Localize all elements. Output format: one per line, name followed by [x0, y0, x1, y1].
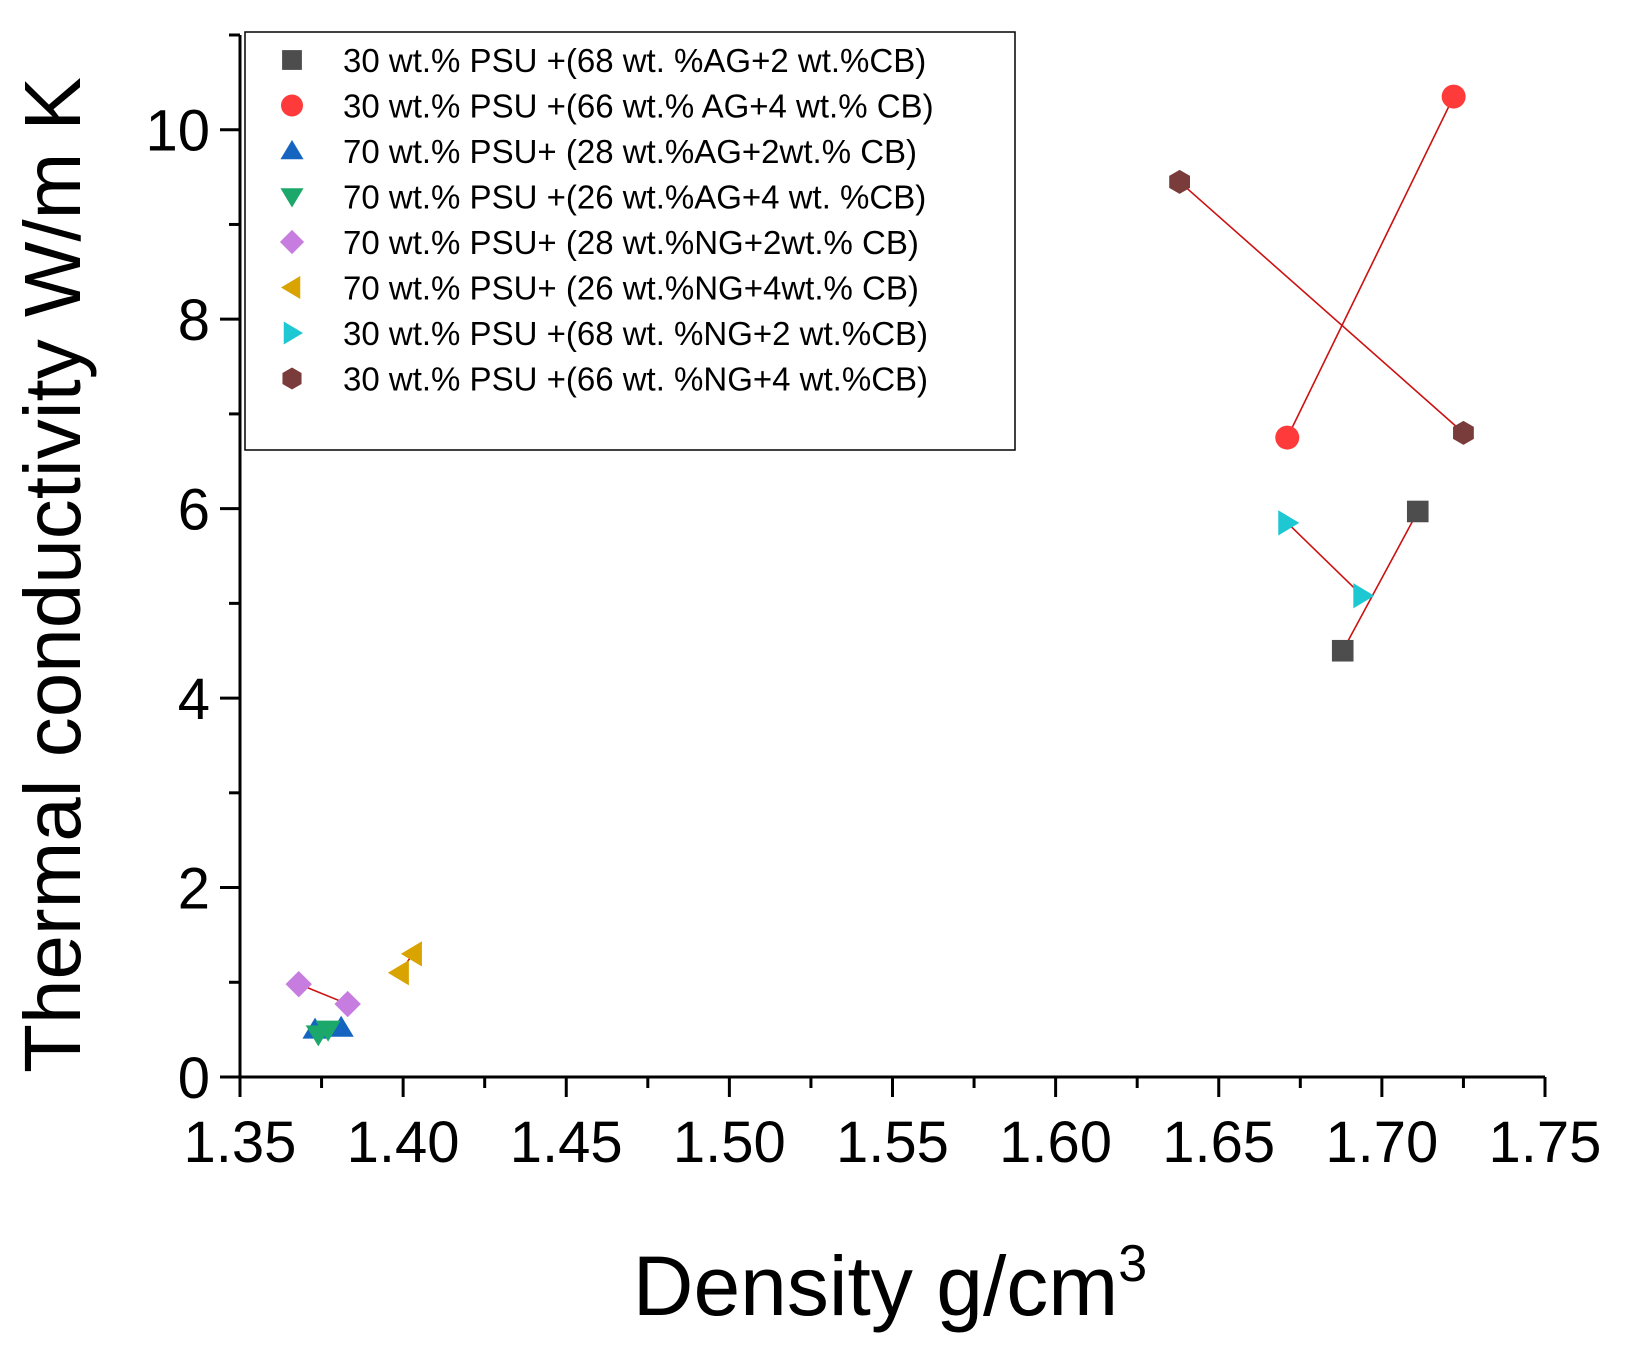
y-tick-label: 2 [178, 857, 210, 922]
x-axis-title-superscript: 3 [1118, 1235, 1147, 1293]
legend-marker-8 [282, 367, 302, 390]
legend-marker-5 [279, 229, 305, 255]
legend-label-2: 30 wt.% PSU +(66 wt.% AG+4 wt.% CB) [343, 88, 934, 125]
x-tick-label: 1.40 [347, 1110, 460, 1175]
data-point-s8-1 [1169, 169, 1190, 194]
data-points [285, 84, 1474, 1047]
y-tick-label: 0 [178, 1046, 210, 1111]
data-point-s1-2 [1406, 500, 1429, 523]
connector-line-7 [1286, 522, 1363, 597]
x-tick-label: 1.55 [836, 1110, 949, 1175]
data-point-s6-2 [400, 941, 422, 967]
data-point-s7-2 [1353, 583, 1375, 609]
axes: 1.35 1.40 1.45 1.50 1.55 1.60 1.65 1.70 1.75 0 2 4 6… [145, 33, 1602, 1175]
y-tick-label: 4 [178, 667, 210, 732]
legend-marker-6 [281, 275, 301, 300]
x-tick-label: 1.45 [510, 1110, 623, 1175]
data-point-s1-1 [1331, 639, 1354, 662]
data-point-s3-2 [328, 1015, 354, 1037]
y-tick-label: 10 [145, 99, 210, 164]
legend-marker-2 [281, 94, 303, 117]
x-tick-label: 1.70 [1325, 1110, 1438, 1175]
x-tick-label: 1.50 [673, 1110, 786, 1175]
y-tick-label: 6 [178, 478, 210, 543]
legend-marker-1 [282, 50, 302, 70]
legend-label-7: 30 wt.% PSU +(68 wt. %NG+2 wt.%CB) [343, 315, 928, 352]
data-point-s5-2 [334, 990, 361, 1018]
data-point-s2-1 [1275, 425, 1300, 450]
x-tick-label: 1.75 [1489, 1110, 1602, 1175]
legend: 30 wt.% PSU +(68 wt. %AG+2 wt.%CB) 30 wt.… [244, 31, 1016, 451]
legend-marker-4 [280, 188, 304, 208]
x-axis-title-text: Density g/cm [633, 1239, 1118, 1333]
y-axis-title: Thermal conductivity W/m K [8, 77, 97, 1073]
y-tick-label: 8 [178, 288, 210, 353]
legend-marker-3 [280, 140, 304, 160]
legend-box [244, 31, 1016, 451]
legend-marker-7 [283, 321, 303, 345]
x-tick-label: 1.35 [184, 1110, 297, 1175]
data-point-s2-2 [1441, 84, 1466, 109]
legend-label-8: 30 wt.% PSU +(66 wt. %NG+4 wt.%CB) [343, 361, 928, 398]
connector-line-2 [1286, 96, 1455, 438]
legend-label-6: 70 wt.% PSU+ (26 wt.%NG+4wt.% CB) [343, 270, 919, 307]
connector-line-8 [1179, 181, 1464, 434]
legend-label-5: 70 wt.% PSU+ (28 wt.%NG+2wt.% CB) [343, 224, 919, 261]
legend-label-1: 30 wt.% PSU +(68 wt. %AG+2 wt.%CB) [343, 42, 926, 79]
data-point-s5-1 [285, 970, 312, 998]
x-tick-label: 1.60 [999, 1110, 1112, 1175]
data-point-s8-2 [1453, 420, 1474, 445]
series-connectors [298, 96, 1464, 1036]
connector-line-1 [1342, 511, 1419, 652]
legend-label-3: 70 wt.% PSU+ (28 wt.%AG+2wt.% CB) [343, 133, 917, 170]
legend-label-4: 70 wt.% PSU +(26 wt.%AG+4 wt. %CB) [343, 179, 926, 216]
data-point-s4-2 [315, 1020, 341, 1042]
data-point-s7-1 [1278, 510, 1300, 536]
x-axis-title: Density g/cm3 [633, 1235, 1147, 1333]
data-point-s6-1 [387, 960, 409, 986]
x-tick-label: 1.65 [1162, 1110, 1275, 1175]
